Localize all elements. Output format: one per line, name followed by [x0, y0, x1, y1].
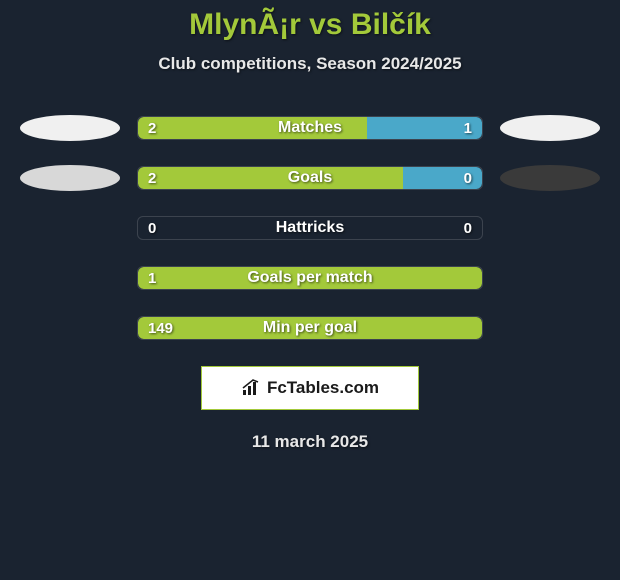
bar-label: Hattricks: [138, 217, 482, 239]
stat-row-min-per-goal: 149 Min per goal: [0, 316, 620, 340]
bar-min-per-goal: 149 Min per goal: [137, 316, 483, 340]
bar-goals-per-match: 1 Goals per match: [137, 266, 483, 290]
val-right: 0: [464, 217, 472, 239]
stat-row-hattricks: 0 Hattricks 0: [0, 216, 620, 240]
bar-goals: 2 Goals 0: [137, 166, 483, 190]
bar-label: Goals per match: [138, 267, 482, 289]
footer-brand: FcTables.com: [241, 378, 379, 398]
stat-row-goals: 2 Goals 0: [0, 166, 620, 190]
footer-brand-text: FcTables.com: [267, 378, 379, 398]
stat-row-goals-per-match: 1 Goals per match: [0, 266, 620, 290]
left-oval-slot: [15, 115, 125, 141]
page-title: MlynÃ¡r vs Bilčík: [0, 8, 620, 42]
date-line: 11 march 2025: [0, 432, 620, 452]
stat-row-matches: 2 Matches 1: [0, 116, 620, 140]
bar-label: Goals: [138, 167, 482, 189]
val-right: 1: [464, 117, 472, 139]
chart-icon: [241, 379, 263, 397]
player-left-oval: [20, 165, 120, 191]
bar-hattricks: 0 Hattricks 0: [137, 216, 483, 240]
bar-label: Matches: [138, 117, 482, 139]
bar-matches: 2 Matches 1: [137, 116, 483, 140]
right-oval-slot: [495, 115, 605, 141]
left-oval-slot: [15, 165, 125, 191]
footer-brand-inner: FcTables.com: [202, 367, 418, 409]
player-right-oval: [500, 165, 600, 191]
subtitle: Club competitions, Season 2024/2025: [0, 54, 620, 74]
val-right: 0: [464, 167, 472, 189]
player-left-oval: [20, 115, 120, 141]
footer-brand-box: FcTables.com: [201, 366, 419, 410]
player-right-oval: [500, 115, 600, 141]
comparison-infographic: MlynÃ¡r vs Bilčík Club competitions, Sea…: [0, 0, 620, 452]
right-oval-slot: [495, 165, 605, 191]
bar-label: Min per goal: [138, 317, 482, 339]
